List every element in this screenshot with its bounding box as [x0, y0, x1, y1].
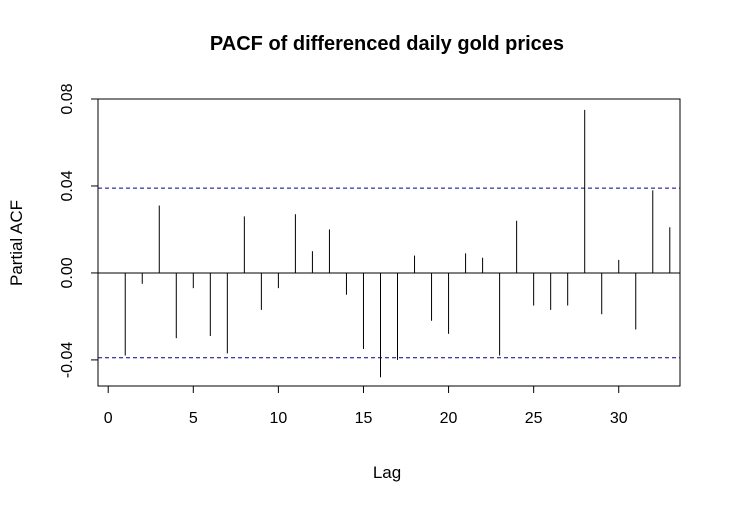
x-tick-label: 10: [269, 410, 287, 427]
y-tick-label: 0.00: [59, 257, 76, 288]
x-tick-label: 15: [355, 410, 373, 427]
y-tick-label: -0.04: [59, 342, 76, 379]
x-tick-label: 30: [610, 410, 628, 427]
chart-title: PACF of differenced daily gold prices: [210, 33, 564, 55]
x-tick-label: 25: [525, 410, 543, 427]
y-axis-label: Partial ACF: [7, 200, 26, 286]
y-axis: -0.04 0.00 0.04 0.08: [59, 83, 99, 379]
x-tick-label: 0: [104, 410, 113, 427]
x-tick-label: 5: [189, 410, 198, 427]
x-axis: 0 5 10 15 20 25 30: [104, 385, 628, 427]
x-tick-label: 20: [440, 410, 458, 427]
confidence-bounds: [98, 187, 680, 359]
y-tick-label: 0.04: [59, 170, 76, 201]
y-tick-label: 0.08: [59, 83, 76, 114]
x-axis-label: Lag: [373, 463, 401, 482]
plot-area: [97, 98, 681, 387]
pacf-bars: [124, 109, 671, 378]
